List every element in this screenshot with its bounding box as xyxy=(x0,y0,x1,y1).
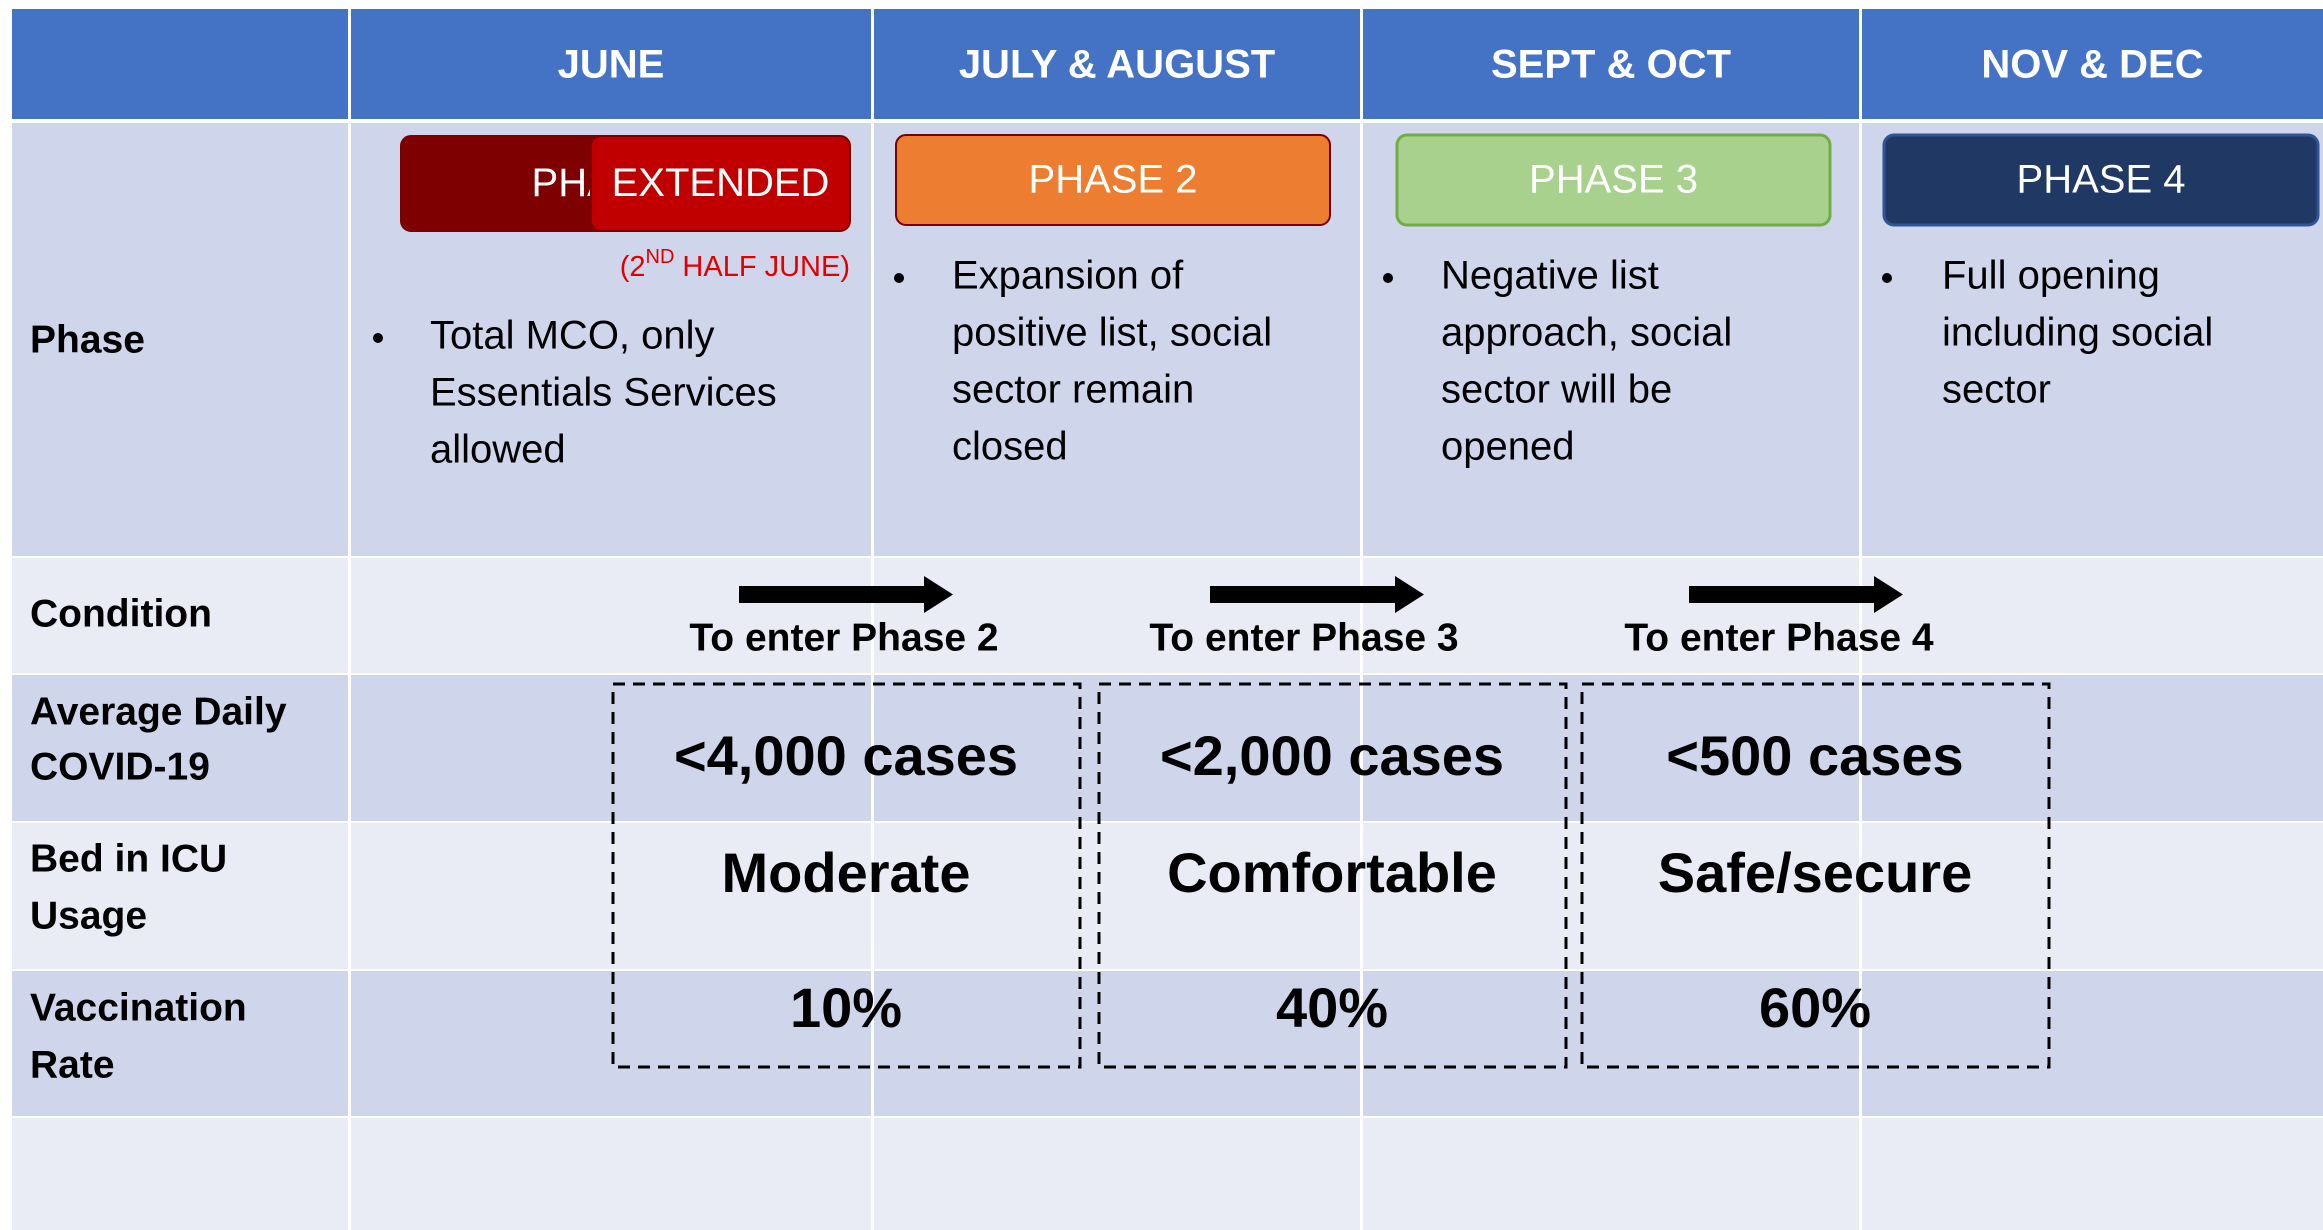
cell xyxy=(1363,1118,1859,1230)
cell xyxy=(874,823,1360,969)
condition-box xyxy=(1580,682,2051,1069)
icu-threshold: Comfortable xyxy=(1167,841,1497,904)
vaccination-threshold: 60% xyxy=(1759,976,1871,1039)
cell xyxy=(1862,675,2323,821)
bullet xyxy=(894,273,904,283)
phase-description: including social xyxy=(1942,311,2213,355)
cell xyxy=(1862,1118,2323,1230)
cell xyxy=(1862,558,2323,673)
phase-badge-label: PHASE 4 xyxy=(2017,158,2186,202)
cell xyxy=(874,9,1360,119)
phase-note: (2ND HALF JUNE) xyxy=(620,246,850,282)
row-label: Rate xyxy=(30,1043,115,1086)
arrow-head xyxy=(1874,576,1903,613)
cell xyxy=(874,675,1360,821)
cell xyxy=(12,9,348,119)
phase-description: sector will be xyxy=(1441,368,1672,412)
phase-badge xyxy=(895,134,1331,226)
vaccination-threshold: 40% xyxy=(1276,976,1388,1039)
row-label: Average Daily xyxy=(30,690,287,733)
arrow-shaft xyxy=(739,586,924,603)
arrow-shaft xyxy=(1210,586,1395,603)
phase-description: Total MCO, only xyxy=(430,314,715,358)
cell xyxy=(1363,9,1859,119)
condition-box xyxy=(1097,682,1568,1069)
cell xyxy=(351,1118,871,1230)
row-label: Bed in ICU xyxy=(30,837,227,880)
phase-badge-label: PHASE 3 xyxy=(1529,158,1698,202)
phase-badge xyxy=(1882,133,2320,227)
cell xyxy=(1862,9,2323,119)
cell xyxy=(12,971,348,1116)
phase-badge xyxy=(590,135,851,232)
phase-description: sector xyxy=(1942,368,2051,412)
cell xyxy=(351,823,871,969)
note-sup: ND xyxy=(646,246,675,268)
phase-description: Essentials Services xyxy=(430,371,777,415)
cases-threshold: <500 cases xyxy=(1666,724,1963,787)
cell xyxy=(351,9,871,119)
cell xyxy=(351,675,871,821)
bullet xyxy=(1882,273,1892,283)
row-label: COVID-19 xyxy=(30,745,210,788)
cases-threshold: <2,000 cases xyxy=(1160,724,1504,787)
condition-label: To enter Phase 4 xyxy=(1624,616,1934,659)
phase-description: approach, social xyxy=(1441,311,1732,355)
arrow-head xyxy=(924,576,953,613)
note-suffix: HALF JUNE) xyxy=(682,251,850,283)
phase-description: Expansion of xyxy=(952,254,1184,298)
condition-label: To enter Phase 3 xyxy=(1149,616,1458,659)
row-label: Usage xyxy=(30,894,147,937)
phase-description: opened xyxy=(1441,425,1574,469)
cell xyxy=(12,123,348,556)
cell xyxy=(1363,823,1859,969)
cell xyxy=(12,675,348,821)
icu-threshold: Safe/secure xyxy=(1658,841,1972,904)
phase-description: sector remain xyxy=(952,368,1194,412)
bullet xyxy=(1383,273,1393,283)
phase-badge-label: PHASE 2 xyxy=(1029,158,1198,202)
phase-description: Full opening xyxy=(1942,254,2160,298)
column-header: SEPT & OCT xyxy=(1491,43,1731,87)
phase-description: Negative list xyxy=(1441,254,1659,298)
cell xyxy=(351,971,871,1116)
phase-badge-label: EXTENDED xyxy=(612,161,830,205)
cell xyxy=(874,1118,1360,1230)
cell xyxy=(12,1118,348,1230)
cell xyxy=(1862,823,2323,969)
cases-threshold: <4,000 cases xyxy=(674,724,1018,787)
column-header: JULY & AUGUST xyxy=(959,43,1275,87)
cell xyxy=(351,558,871,673)
row-label: Vaccination xyxy=(30,986,247,1029)
vaccination-threshold: 10% xyxy=(790,976,902,1039)
cell xyxy=(1363,971,1859,1116)
cell xyxy=(1363,558,1859,673)
column-header: NOV & DEC xyxy=(1981,43,2203,87)
cell xyxy=(874,971,1360,1116)
cell xyxy=(1363,675,1859,821)
cell xyxy=(1862,971,2323,1116)
row-label: Condition xyxy=(30,592,212,635)
cell xyxy=(12,823,348,969)
condition-box xyxy=(611,682,1082,1069)
phase-badge xyxy=(1395,133,1832,227)
phase-description: positive list, social xyxy=(952,311,1272,355)
note-prefix: (2 xyxy=(620,251,646,283)
column-header: JUNE xyxy=(558,43,665,87)
row-label: Phase xyxy=(30,318,145,361)
phase-description: closed xyxy=(952,425,1068,469)
arrow-head xyxy=(1395,576,1424,613)
bullet xyxy=(373,333,383,343)
cell xyxy=(12,558,348,673)
condition-label: To enter Phase 2 xyxy=(689,616,998,659)
cell xyxy=(874,558,1360,673)
icu-threshold: Moderate xyxy=(722,841,971,904)
arrow-shaft xyxy=(1689,586,1874,603)
phase-description: allowed xyxy=(430,428,566,472)
